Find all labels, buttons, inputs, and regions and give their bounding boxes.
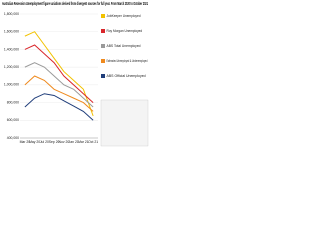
series-line bbox=[24, 44, 94, 103]
chart: Australian Recession Unemployment figure… bbox=[0, 0, 150, 150]
legend-swatch bbox=[101, 14, 105, 18]
legend-label: ABS Official Unemployed bbox=[107, 74, 146, 78]
x-tick-label: Mar 20 bbox=[20, 140, 31, 144]
y-tick-label: 800,000 bbox=[7, 100, 19, 104]
x-tick-label: Mar 21 bbox=[78, 140, 89, 144]
series-line bbox=[24, 93, 94, 121]
y-tick-label: 1,400,000 bbox=[4, 47, 19, 51]
y-tick-label: 600,000 bbox=[7, 118, 19, 122]
legend-label: JobKeeper Unemployed bbox=[107, 14, 141, 18]
y-tick-label: 400,000 bbox=[7, 136, 19, 140]
legend-swatch bbox=[101, 29, 105, 33]
y-tick-label: 1,600,000 bbox=[4, 30, 19, 34]
series-line bbox=[24, 31, 94, 117]
series-line bbox=[24, 75, 94, 112]
y-tick-label: 1,200,000 bbox=[4, 65, 19, 69]
table-area bbox=[100, 99, 149, 147]
legend-label: ABS Total Unemployed bbox=[107, 44, 141, 48]
legend-swatch bbox=[101, 44, 105, 48]
x-tick-label: Nov 20 bbox=[59, 140, 70, 144]
x-tick-label: Oct 21 bbox=[88, 140, 98, 144]
legend-label: Roy Morgan Unemployed bbox=[107, 29, 143, 33]
legend-swatch bbox=[101, 59, 105, 63]
series-line bbox=[24, 62, 94, 108]
x-tick-label: May 20 bbox=[29, 140, 40, 144]
x-tick-label: Sep 20 bbox=[49, 140, 60, 144]
chart-title: Australian Recession Unemployment figure… bbox=[2, 1, 148, 6]
legend-label: Estimated Unemployed & Underemployed bbox=[107, 59, 148, 63]
y-tick-label: 1,800,000 bbox=[4, 12, 19, 16]
x-tick-label: Jan 21 bbox=[69, 140, 79, 144]
y-tick-label: 1,000,000 bbox=[4, 83, 19, 87]
legend-swatch bbox=[101, 74, 105, 78]
x-tick-label: Jul 20 bbox=[40, 140, 49, 144]
